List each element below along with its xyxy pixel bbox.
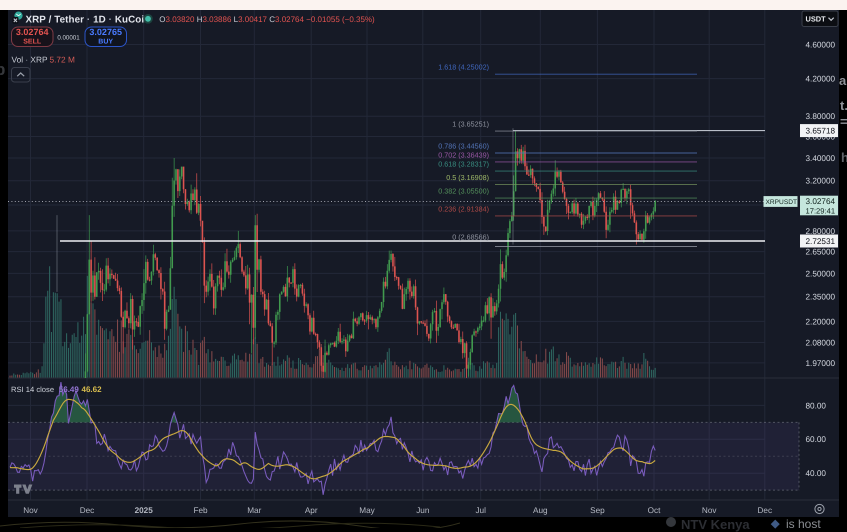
svg-text:Jun: Jun [416, 506, 430, 515]
svg-text:Nov: Nov [23, 506, 38, 515]
svg-text:USDT: USDT [806, 15, 827, 24]
svg-text:1.97000: 1.97000 [806, 359, 836, 368]
svg-text:3.65718: 3.65718 [806, 127, 836, 136]
svg-text:2.65000: 2.65000 [806, 248, 836, 257]
svg-text:2.35000: 2.35000 [806, 293, 836, 302]
svg-text:0.382 (3.05500): 0.382 (3.05500) [438, 187, 489, 196]
svg-text:2.80000: 2.80000 [806, 227, 836, 236]
svg-text:0.00001: 0.00001 [57, 35, 80, 42]
svg-text:0.5 (3.16908): 0.5 (3.16908) [446, 173, 489, 182]
svg-text:2.50000: 2.50000 [806, 269, 836, 278]
svg-text:Nov: Nov [702, 506, 717, 515]
svg-text:O3.03820 H3.03886 L3.00417 C3.: O3.03820 H3.03886 L3.00417 C3.02764 −0.0… [159, 15, 375, 24]
svg-text:Apr: Apr [305, 506, 318, 515]
svg-text:SELL: SELL [23, 39, 42, 46]
svg-text:Dec: Dec [80, 506, 95, 515]
svg-text:56.49: 56.49 [59, 385, 80, 394]
svg-text:1 (3.65251): 1 (3.65251) [452, 120, 489, 129]
svg-text:Dec: Dec [758, 506, 773, 515]
svg-text:4.20000: 4.20000 [806, 75, 836, 84]
svg-text:17:29:41: 17:29:41 [806, 206, 836, 215]
svg-text:0.702 (3.36439): 0.702 (3.36439) [438, 150, 489, 159]
svg-text:Feb: Feb [193, 506, 208, 515]
svg-text:3.02764: 3.02764 [806, 197, 836, 206]
svg-text:Vol · XRP: Vol · XRP [12, 54, 48, 64]
svg-text:Sep: Sep [590, 506, 605, 515]
svg-text:Jul: Jul [475, 506, 486, 515]
svg-text:XRP / Tether · 1D · KuCoin: XRP / Tether · 1D · KuCoin [26, 15, 151, 26]
svg-text:5.72 M: 5.72 M [50, 54, 75, 64]
svg-text:XRPUSDT: XRPUSDT [766, 199, 798, 206]
svg-text:2.08000: 2.08000 [806, 338, 836, 347]
svg-text:3.02765: 3.02765 [89, 27, 122, 37]
svg-text:0.786 (3.44560): 0.786 (3.44560) [438, 142, 489, 151]
svg-text:2.20000: 2.20000 [806, 317, 836, 326]
svg-text:Mar: Mar [247, 506, 261, 515]
svg-text:40.00: 40.00 [806, 469, 827, 478]
svg-text:0 (2.68566): 0 (2.68566) [452, 233, 489, 242]
svg-text:4.60000: 4.60000 [806, 40, 836, 49]
svg-text:3.02764: 3.02764 [16, 27, 49, 37]
svg-text:2025: 2025 [135, 506, 154, 515]
svg-text:3.40000: 3.40000 [806, 154, 836, 163]
svg-text:3.80000: 3.80000 [806, 112, 836, 121]
svg-text:0.236 (2.91384): 0.236 (2.91384) [438, 204, 489, 213]
svg-text:60.00: 60.00 [806, 435, 827, 444]
svg-text:BUY: BUY [98, 39, 113, 46]
svg-text:Aug: Aug [533, 506, 548, 515]
svg-text:80.00: 80.00 [806, 401, 827, 410]
svg-text:3.20000: 3.20000 [806, 177, 836, 186]
svg-text:RSI 14 close: RSI 14 close [11, 385, 54, 394]
svg-text:0.618 (3.28317): 0.618 (3.28317) [438, 160, 489, 169]
svg-text:1.618 (4.25002): 1.618 (4.25002) [438, 63, 489, 72]
svg-text:May: May [359, 506, 375, 515]
svg-text:2.72531: 2.72531 [806, 237, 836, 246]
svg-text:46.62: 46.62 [82, 385, 103, 394]
svg-text:Oct: Oct [648, 506, 661, 515]
